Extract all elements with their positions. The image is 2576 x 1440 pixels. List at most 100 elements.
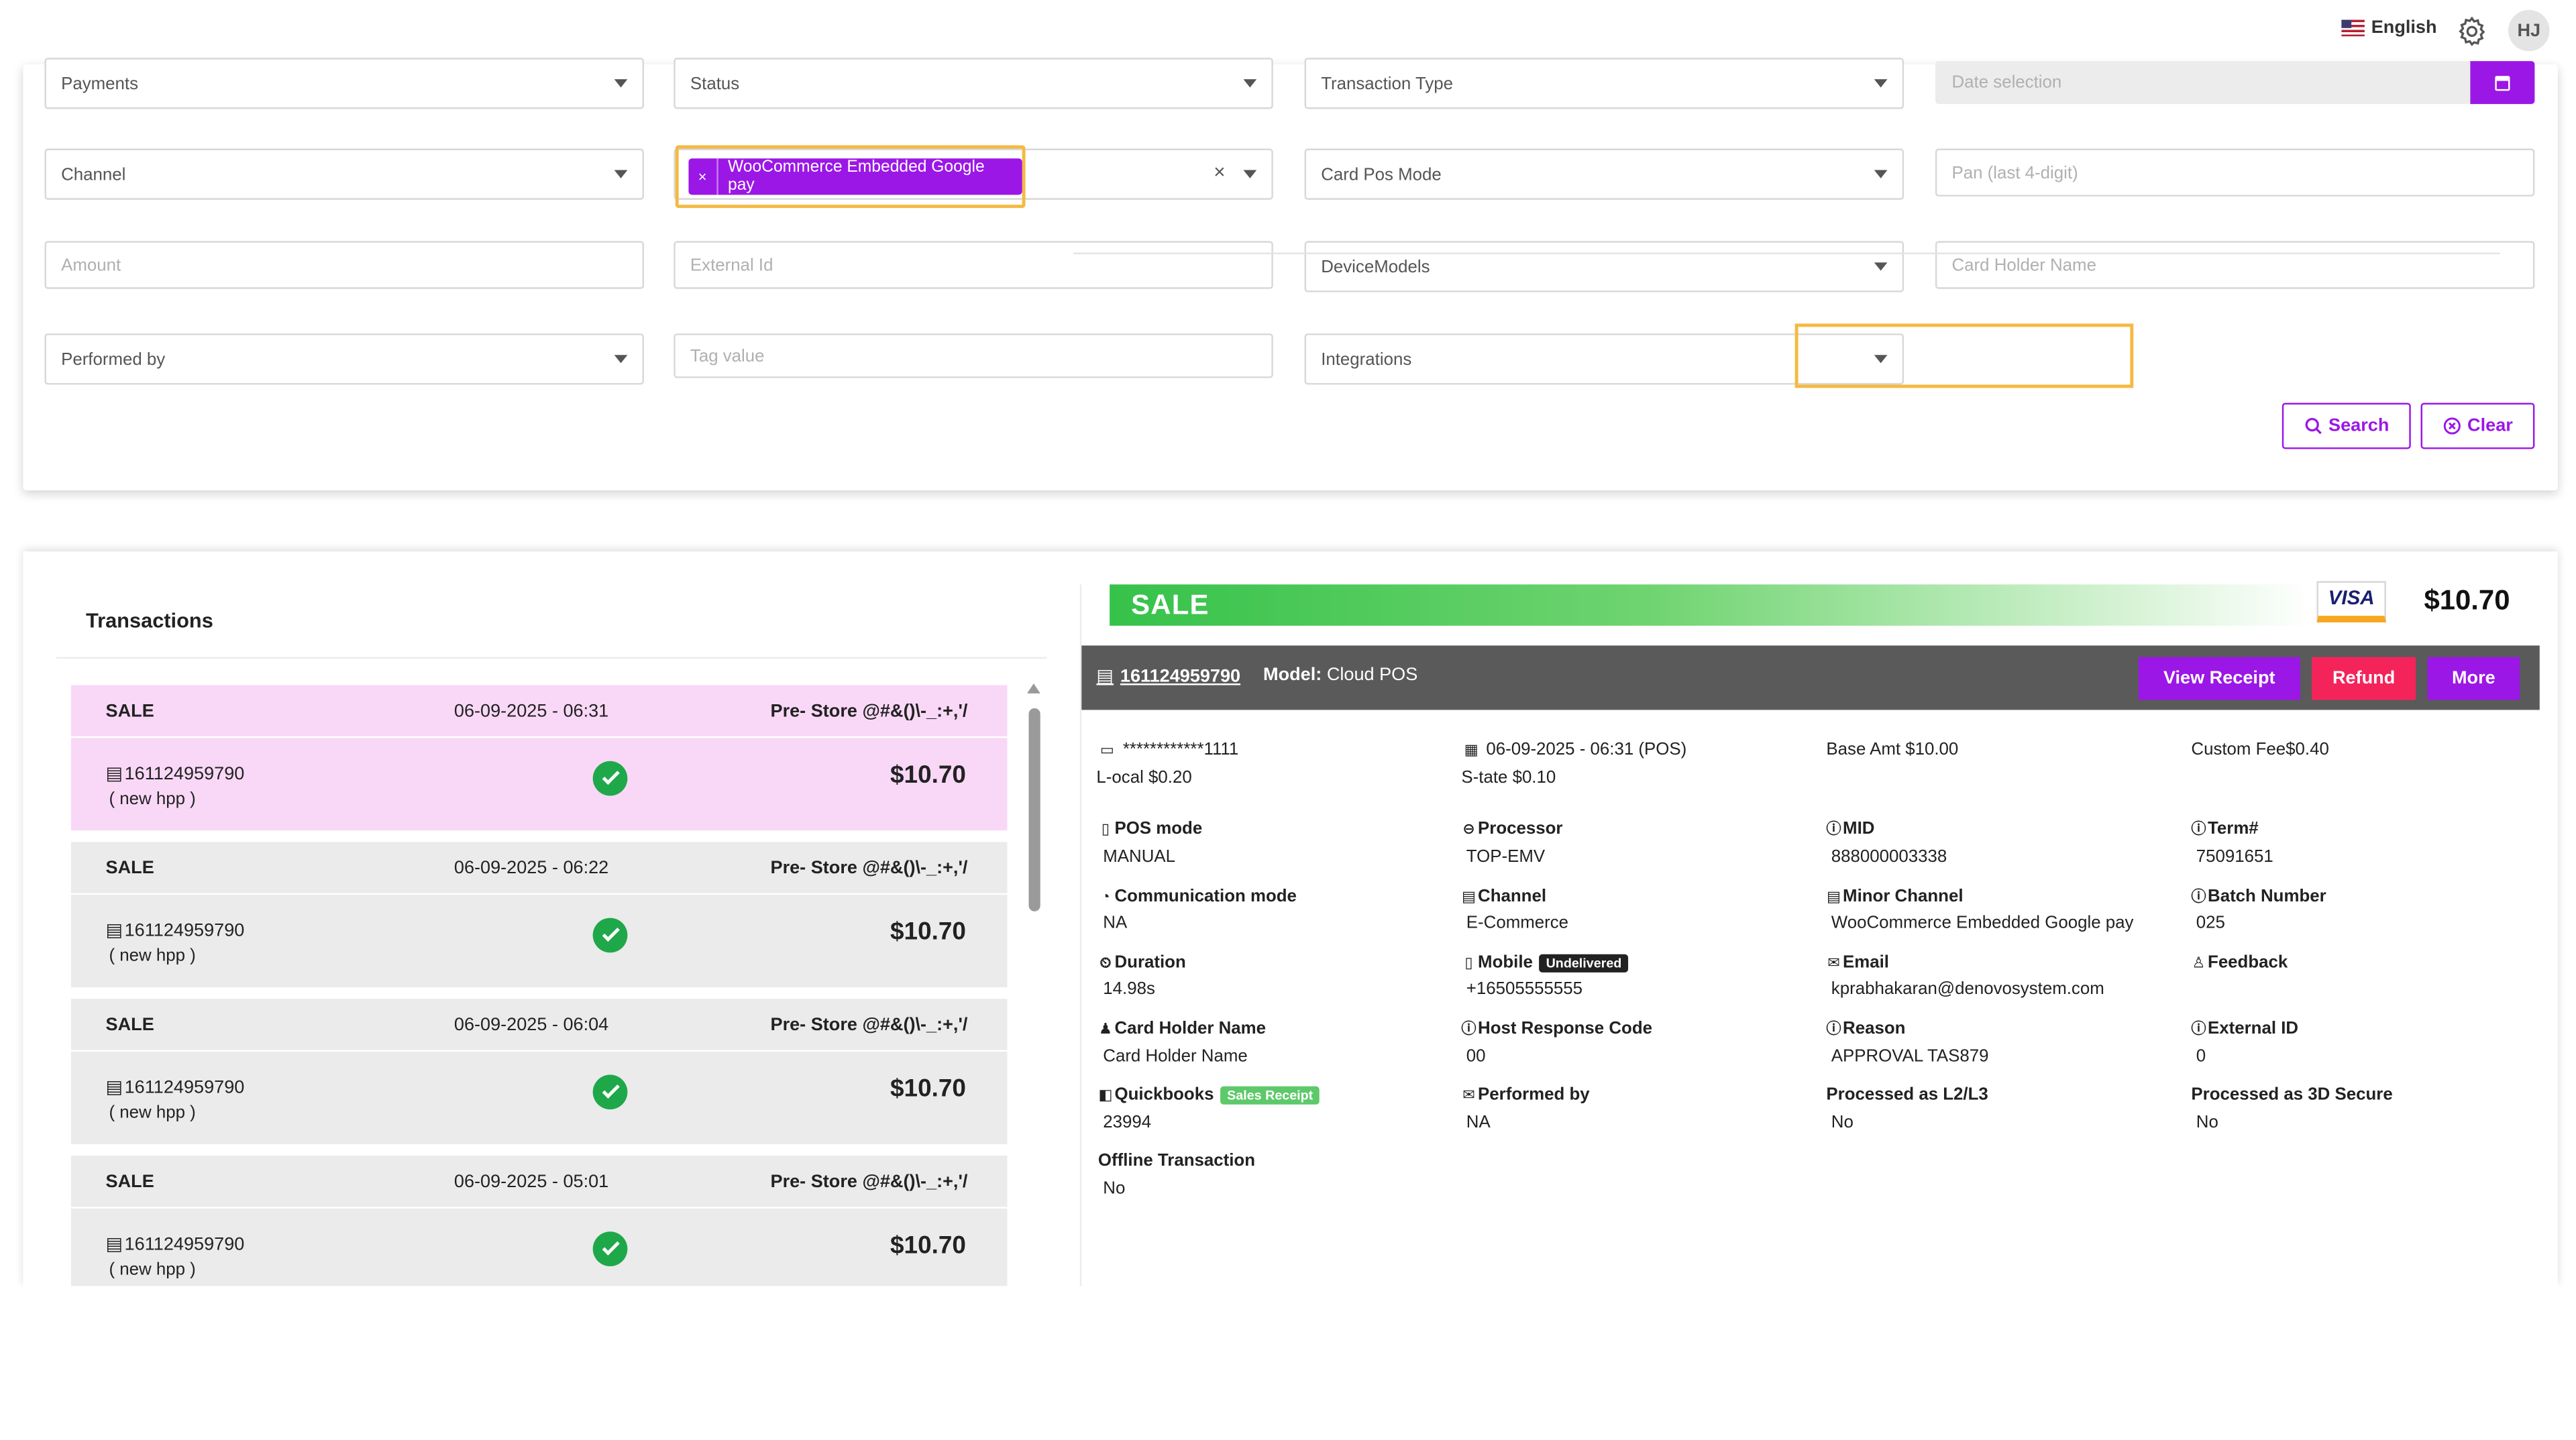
transaction-id: ▤ 161124959790 [106, 763, 245, 784]
refund-button[interactable]: Refund [2312, 657, 2416, 700]
quickbooks-label-text: Quickbooks [1114, 1085, 1214, 1105]
quickbooks-value: 23994 [1103, 1113, 1152, 1133]
transaction-id-value: 161124959790 [124, 920, 245, 940]
clear-selection-icon[interactable]: × [1214, 160, 1226, 184]
check-circle-icon [592, 918, 628, 953]
reason-label-text: Reason [1843, 1018, 1906, 1039]
scroll-thumb[interactable] [1028, 708, 1040, 911]
reason-value: APPROVAL TAS879 [1831, 1046, 1989, 1067]
check-circle-icon [592, 1074, 628, 1110]
transaction-list-item[interactable]: SALE 06-09-2025 - 06:04 Pre- Store @#&()… [70, 999, 1008, 1144]
top-bar: English HJ [0, 0, 2576, 66]
amount-input[interactable]: Amount [44, 241, 644, 289]
receipt-icon: ▤ [105, 1235, 123, 1255]
transaction-type-select[interactable]: Transaction Type [1304, 58, 1904, 109]
channel-select-label: Channel [61, 164, 126, 184]
integrations-select[interactable]: Integrations [1304, 333, 1904, 385]
transaction-date: 06-09-2025 - 06:04 [453, 1015, 609, 1036]
calendar-icon: ▦ [1464, 740, 1479, 757]
channel-select[interactable]: Channel [44, 148, 644, 200]
calendar-button[interactable] [2470, 61, 2535, 105]
quickbooks-label: ◧ Quickbooks Sales Receipt [1098, 1085, 1320, 1105]
gear-icon[interactable] [2455, 15, 2488, 48]
email-label: ✉ Email [1826, 952, 1889, 973]
divider [56, 657, 1047, 659]
device-models-label: DeviceModels [1321, 256, 1430, 277]
quickbooks-icon: ◧ [1098, 1085, 1113, 1103]
external-id-value: 0 [2196, 1046, 2206, 1067]
chevron-down-icon [614, 170, 628, 178]
receipt-icon: ▤ [105, 921, 123, 942]
duration-label-text: Duration [1114, 952, 1186, 973]
3d-secure-value: No [2196, 1113, 2218, 1133]
minor-channel-label: ▤ Minor Channel [1826, 887, 1964, 907]
card-number-value: ************1111 [1122, 739, 1239, 760]
close-circle-icon [2444, 417, 2461, 435]
scroll-up-icon[interactable] [1027, 683, 1040, 694]
transaction-amount: $10.70 [890, 918, 966, 946]
amount-placeholder: Amount [61, 255, 121, 275]
chevron-down-icon [1874, 262, 1888, 271]
more-button[interactable]: More [2427, 657, 2520, 700]
transaction-list-item[interactable]: SALE 06-09-2025 - 06:22 Pre- Store @#&()… [70, 842, 1008, 987]
device-models-select[interactable]: DeviceModels [1304, 241, 1904, 292]
transaction-subtitle: ( new hpp ) [109, 789, 196, 810]
payments-select[interactable]: Payments [44, 58, 644, 109]
tag-value-input[interactable]: Tag value [674, 333, 1273, 378]
user-feedback-icon: ♙ [2192, 953, 2206, 971]
performed-by-detail-label: ✉ Performed by [1461, 1085, 1589, 1105]
pan-placeholder: Pan (last 4-digit) [1951, 162, 2078, 182]
pan-input[interactable]: Pan (last 4-digit) [1935, 148, 2535, 197]
transaction-id: ▤ 161124959790 [106, 920, 245, 941]
channel-value: E-Commerce [1466, 913, 1569, 933]
performed-by-select[interactable]: Performed by [44, 333, 644, 385]
language-selector[interactable]: English [2341, 18, 2437, 38]
transaction-type: SALE [105, 1015, 154, 1036]
minor-channel-chip: × WooCommerce Embedded Google pay [688, 158, 1022, 195]
external-id-input[interactable]: External Id [674, 241, 1273, 289]
date-selection-input[interactable]: Date selection [1935, 61, 2535, 105]
undelivered-badge: Undelivered [1539, 953, 1629, 972]
card-pos-mode-select[interactable]: Card Pos Mode [1304, 148, 1904, 200]
sales-receipt-badge[interactable]: Sales Receipt [1220, 1085, 1320, 1104]
mobile-icon: ▯ [1464, 953, 1473, 971]
transaction-list-item[interactable]: SALE 06-09-2025 - 05:01 Pre- Store @#&()… [70, 1156, 1008, 1286]
status-select[interactable]: Status [674, 58, 1273, 109]
transaction-id-link[interactable]: ▤ 161124959790 [1096, 665, 1240, 687]
mid-label-text: MID [1843, 818, 1875, 839]
feedback-label: ♙ Feedback [2191, 952, 2288, 973]
channel-icon: ▤ [1826, 887, 1841, 904]
view-receipt-button[interactable]: View Receipt [2138, 657, 2300, 700]
card-holder-input[interactable]: Card Holder Name [1935, 241, 2535, 289]
transaction-type-label: Transaction Type [1321, 73, 1454, 94]
transaction-amount: $10.70 [890, 1231, 966, 1260]
chip-remove-icon[interactable]: × [688, 158, 718, 195]
communication-mode-value: NA [1103, 913, 1128, 933]
processor-label: ⊖ Processor [1461, 819, 1562, 839]
chevron-down-icon [1874, 355, 1888, 364]
model-info: Model: Cloud POS [1263, 665, 1417, 685]
transaction-amount: $10.70 [890, 761, 966, 789]
scrollbar[interactable] [1026, 683, 1042, 1286]
transaction-list-item[interactable]: SALE 06-09-2025 - 06:31 Pre- Store @#&()… [70, 685, 1008, 831]
model-value: Cloud POS [1326, 665, 1418, 685]
tag-value-placeholder: Tag value [690, 345, 765, 366]
minor-channel-highlight [1794, 323, 2134, 388]
transaction-store: Pre- Store @#&()\-_:+,'/ [770, 1015, 968, 1036]
transaction-store: Pre- Store @#&()\-_:+,'/ [770, 858, 968, 879]
avatar[interactable]: HJ [2508, 9, 2550, 52]
external-id-label: ⓘ External ID [2191, 1019, 2298, 1039]
offline-transaction-value: No [1103, 1178, 1126, 1199]
host-response-label: ⓘ Host Response Code [1461, 1019, 1652, 1039]
search-button[interactable]: Search [2282, 402, 2411, 449]
transaction-date: 06-09-2025 - 06:22 [453, 858, 609, 879]
clear-button[interactable]: Clear [2420, 402, 2535, 449]
date-selection-placeholder: Date selection [1951, 72, 2062, 93]
transaction-subtitle: ( new hpp ) [109, 1103, 196, 1123]
mid-label: ⓘ MID [1826, 819, 1874, 839]
detail-amount: $10.70 [2424, 584, 2510, 616]
chevron-down-icon [1243, 170, 1257, 178]
host-response-label-text: Host Response Code [1478, 1018, 1652, 1039]
transaction-type: SALE [105, 858, 154, 879]
